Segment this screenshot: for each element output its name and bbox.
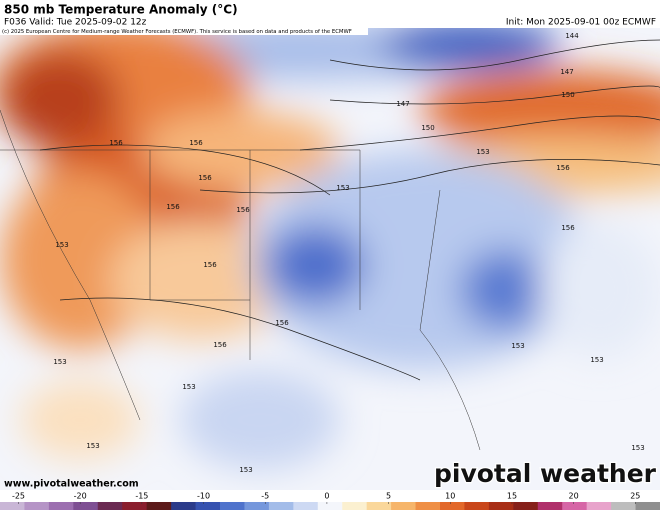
contour-labels: 144 147 150 147 150 153 156 156 156 156 156 153 156 1…	[53, 32, 644, 474]
contour-label: 156	[203, 261, 217, 269]
colorbar-swatch	[513, 502, 539, 510]
colorbar-tick-label: 25	[630, 492, 640, 501]
site-url: www.pivotalweather.com	[4, 479, 139, 490]
contour-label: 156	[166, 203, 180, 211]
colorbar-swatch	[440, 502, 465, 510]
colorbar-swatch	[195, 502, 221, 510]
contour-label: 156	[109, 139, 123, 147]
anomaly-field	[0, 28, 660, 470]
colorbar-swatch	[611, 502, 637, 510]
init-time: Init: Mon 2025-09-01 00z ECMWF	[506, 18, 656, 28]
colorbar-tick-label: 15	[507, 492, 517, 501]
colorbar-swatch	[366, 502, 392, 510]
map	[0, 28, 660, 490]
colorbar: -25 -20 -15 -10 -5 0 5 10 15 20 25	[0, 492, 660, 510]
colorbar-tick-label: 20	[569, 492, 579, 501]
colorbar-swatch	[293, 502, 319, 510]
valid-time: F036 Valid: Tue 2025-09-02 12z	[4, 18, 147, 28]
contour-label: 144	[565, 32, 579, 40]
colorbar-tick-label: 10	[445, 492, 455, 501]
colorbar-swatch	[73, 502, 99, 510]
colorbar-swatch	[48, 502, 74, 510]
colorbar-swatch	[391, 502, 417, 510]
colorbar-swatch	[415, 502, 441, 510]
contour-label: 156	[556, 164, 570, 172]
contour-label: 153	[182, 383, 195, 391]
contour-label: 153	[53, 358, 66, 366]
colorbar-tick-label: -10	[197, 492, 210, 501]
colorbar-tick-label: 0	[324, 492, 329, 501]
contour-label: 150	[561, 91, 574, 99]
colorbar-swatch	[220, 502, 245, 510]
contour-label: 153	[86, 442, 99, 450]
contour-label: 153	[631, 444, 644, 452]
title: 850 mb Temperature Anomaly (°C)	[4, 3, 238, 17]
colorbar-tick-label: -15	[135, 492, 148, 501]
contour-label: 153	[476, 148, 489, 156]
contour-label: 153	[239, 466, 252, 474]
contour-label: 156	[189, 139, 203, 147]
colorbar-swatch	[317, 502, 343, 510]
contour-label: 153	[336, 184, 349, 192]
colorbar-swatch	[537, 502, 563, 510]
colorbar-swatch	[171, 502, 197, 510]
logo: pivotal weather	[434, 459, 657, 488]
contour-label: 150	[421, 124, 434, 132]
colorbar-tick-label: -25	[12, 492, 25, 501]
contour-label: 156	[561, 224, 575, 232]
colorbar-swatch	[635, 502, 660, 510]
colorbar-swatch	[586, 502, 612, 510]
colorbar-swatch	[562, 502, 588, 510]
contour-label: 156	[275, 319, 289, 327]
colorbar-swatch	[0, 502, 25, 510]
contour-label: 153	[511, 342, 524, 350]
contour-label: 153	[55, 241, 68, 249]
contour-label: 156	[236, 206, 250, 214]
colorbar-swatch	[342, 502, 368, 510]
colorbar-tick-label: -5	[261, 492, 269, 501]
credit-bg	[0, 27, 368, 35]
colorbar-tick-label: 5	[386, 492, 391, 501]
colorbar-swatch	[464, 502, 490, 510]
colorbar-swatch	[97, 502, 123, 510]
colorbar-swatch	[146, 502, 172, 510]
contours	[39, 39, 660, 381]
credit: (c) 2025 European Centre for Medium-rang…	[2, 29, 352, 35]
colorbar-tick-label: -20	[74, 492, 87, 501]
colorbar-swatch	[488, 502, 514, 510]
contour-label: 147	[396, 100, 409, 108]
colorbar-swatch	[122, 502, 148, 510]
colorbar-swatch	[244, 502, 270, 510]
colorbar-swatch	[268, 502, 294, 510]
contour-label: 147	[560, 68, 573, 76]
contour-label: 153	[590, 356, 603, 364]
colorbar-swatch	[24, 502, 50, 510]
contour-label: 156	[213, 341, 227, 349]
contour-label: 156	[198, 174, 212, 182]
colorbar-label-bg	[0, 490, 660, 502]
boundaries	[0, 109, 481, 451]
